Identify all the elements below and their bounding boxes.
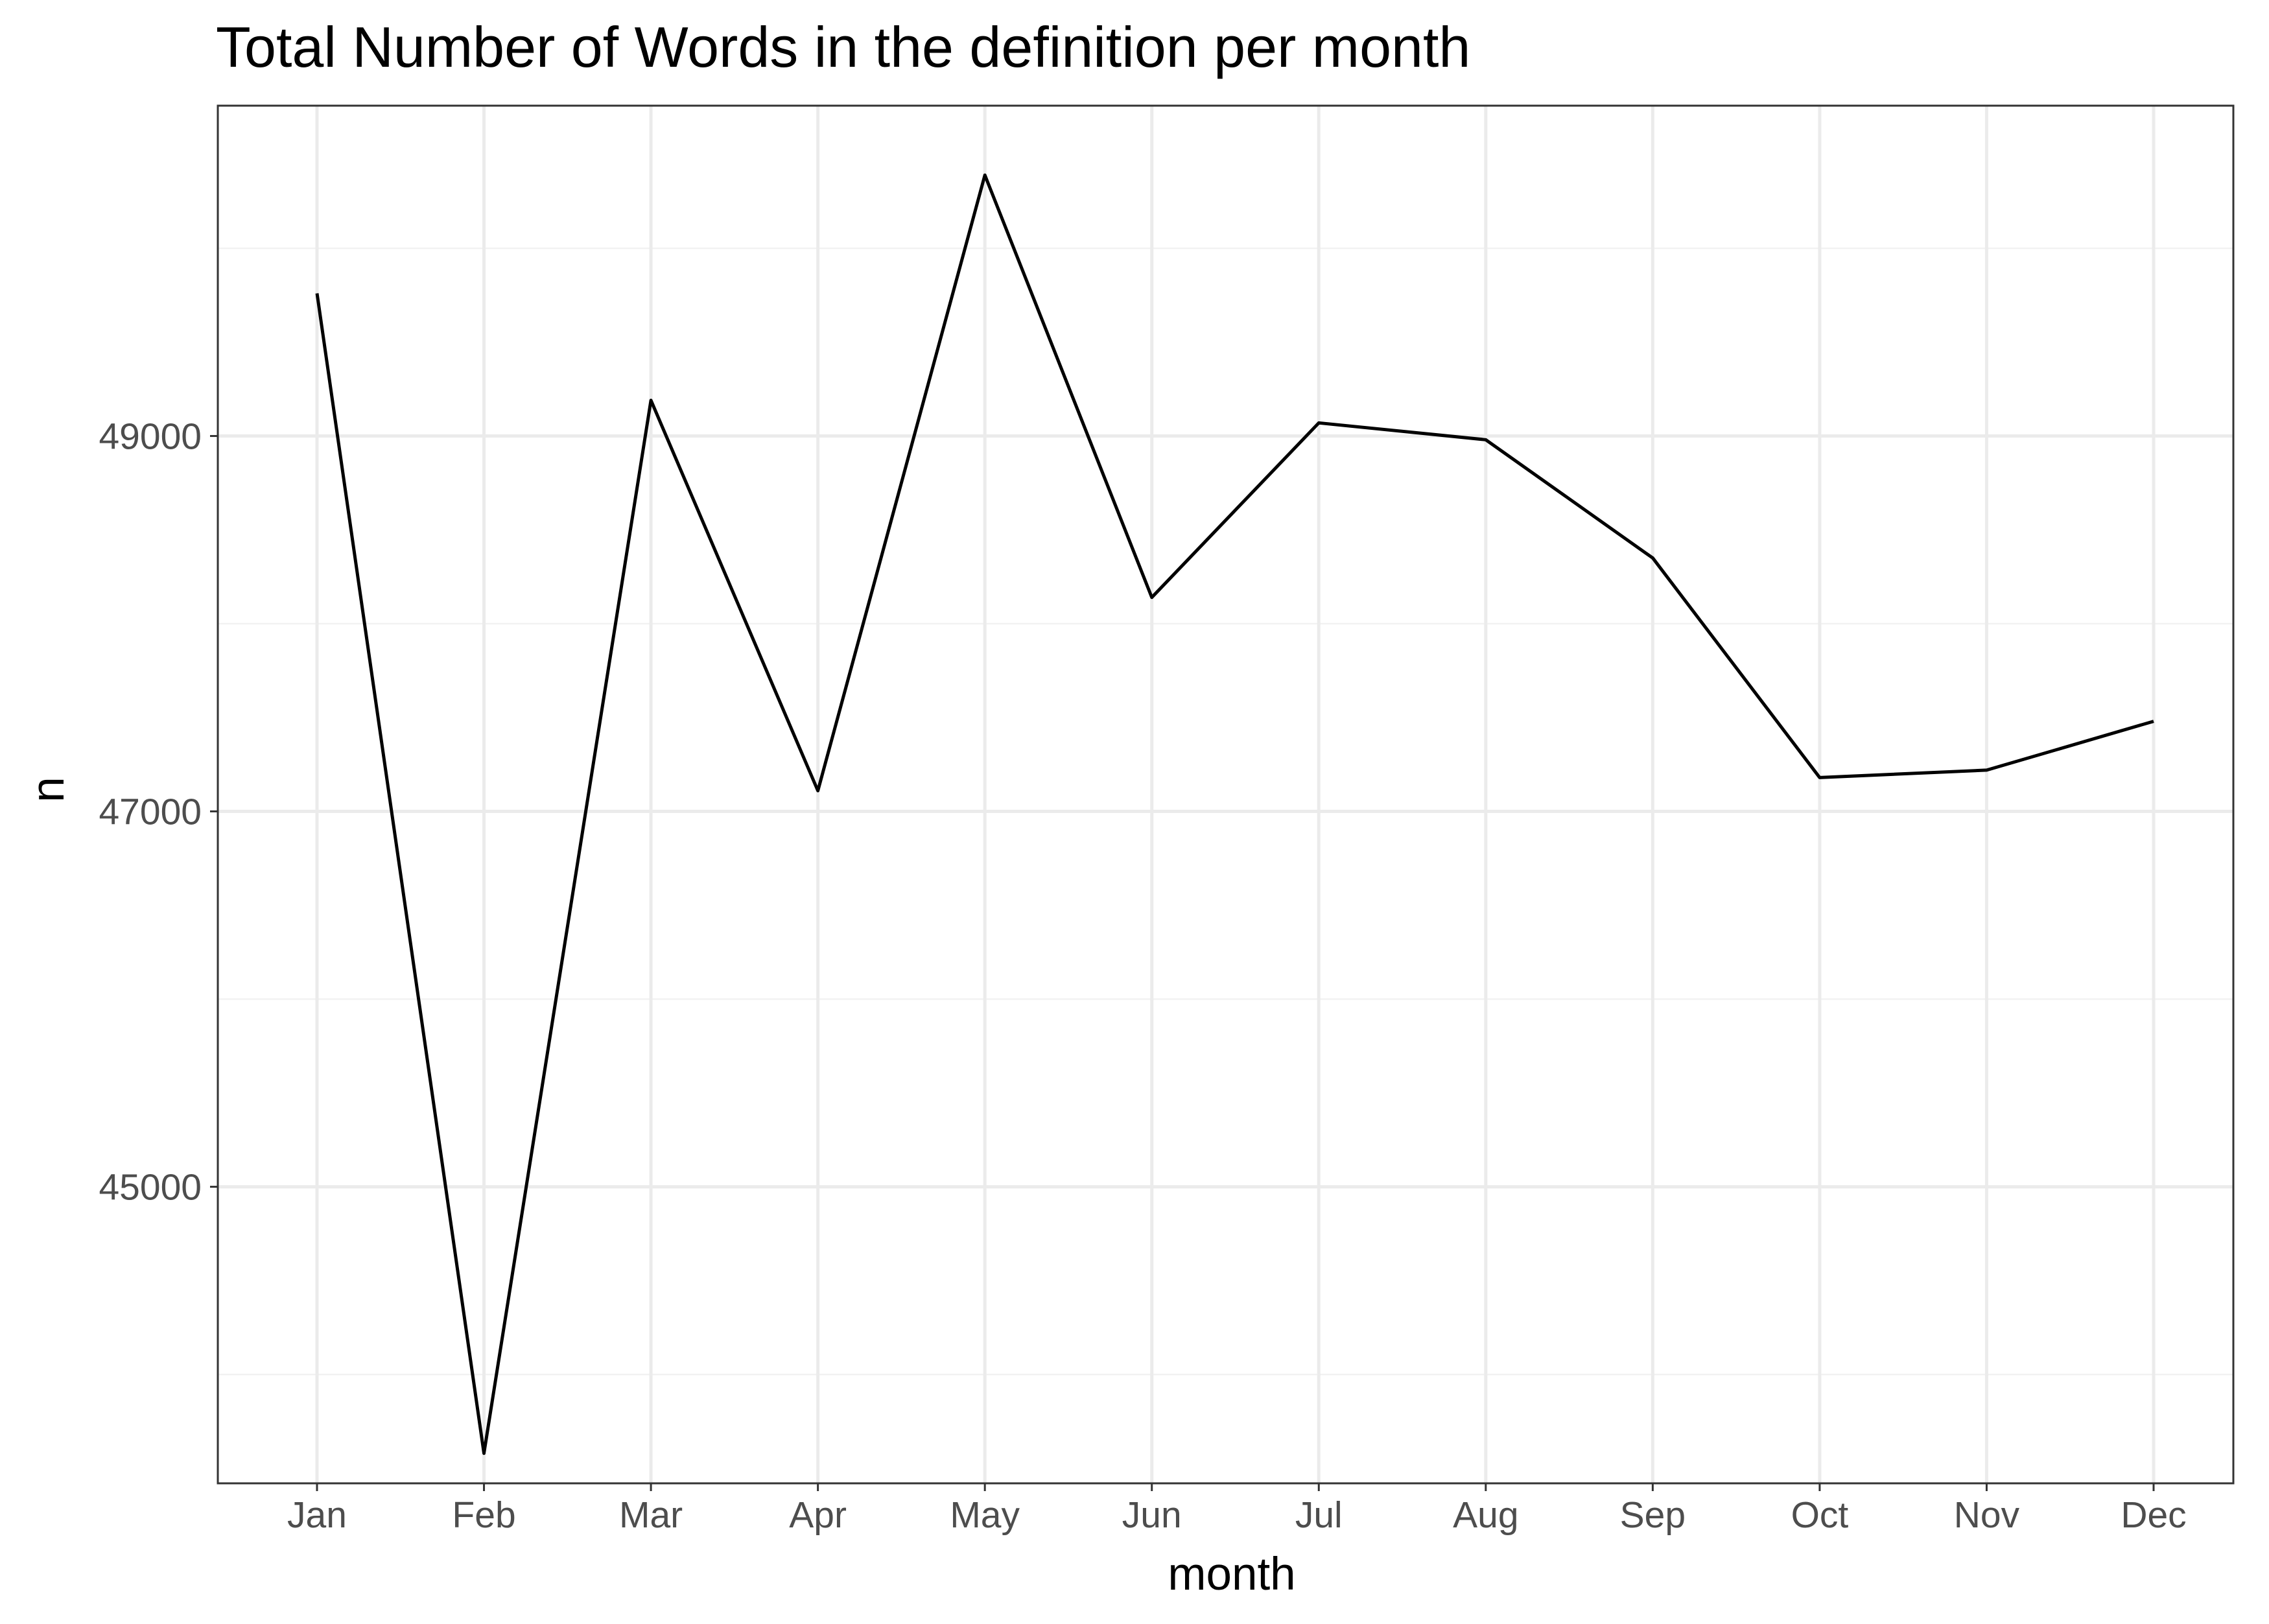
x-tick-label-mar: Mar [619, 1494, 683, 1536]
y-tick-label-49000: 49000 [99, 416, 202, 458]
y-tick-label-45000: 45000 [99, 1167, 202, 1208]
y-tick-label-47000: 47000 [99, 792, 202, 833]
x-tick-label-oct: Oct [1791, 1494, 1849, 1536]
x-tick-label-apr: Apr [789, 1494, 847, 1536]
x-tick-label-dec: Dec [2121, 1494, 2186, 1536]
x-axis-title: month [1168, 1549, 1295, 1600]
x-tick-label-jan: Jan [287, 1494, 347, 1536]
x-tick-label-jun: Jun [1122, 1494, 1182, 1536]
x-tick-label-sep: Sep [1620, 1494, 1686, 1536]
x-tick-label-jul: Jul [1295, 1494, 1343, 1536]
x-tick-label-may: May [950, 1494, 1020, 1536]
x-tick-label-aug: Aug [1453, 1494, 1518, 1536]
x-tick-label-feb: Feb [452, 1494, 515, 1536]
y-axis-title: n [23, 777, 74, 803]
x-tick-label-nov: Nov [1954, 1494, 2020, 1536]
chart-title: Total Number of Words in the definition … [216, 15, 1470, 79]
